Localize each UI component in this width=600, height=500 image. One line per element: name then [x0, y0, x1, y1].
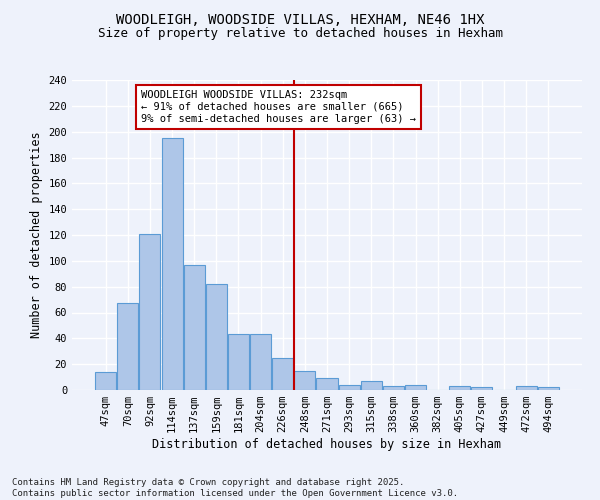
Bar	[383, 386, 404, 390]
Bar	[228, 334, 249, 390]
Bar	[316, 378, 338, 390]
Bar	[95, 372, 116, 390]
Bar	[538, 388, 559, 390]
Bar	[515, 386, 536, 390]
Bar	[161, 138, 182, 390]
Bar	[405, 385, 426, 390]
Bar	[272, 358, 293, 390]
Text: Size of property relative to detached houses in Hexham: Size of property relative to detached ho…	[97, 28, 503, 40]
Bar	[295, 370, 316, 390]
X-axis label: Distribution of detached houses by size in Hexham: Distribution of detached houses by size …	[152, 438, 502, 451]
Bar	[338, 385, 359, 390]
Bar	[206, 284, 227, 390]
Bar	[361, 381, 382, 390]
Text: WOODLEIGH, WOODSIDE VILLAS, HEXHAM, NE46 1HX: WOODLEIGH, WOODSIDE VILLAS, HEXHAM, NE46…	[116, 12, 484, 26]
Bar	[139, 234, 160, 390]
Bar	[472, 388, 493, 390]
Bar	[118, 304, 139, 390]
Y-axis label: Number of detached properties: Number of detached properties	[30, 132, 43, 338]
Bar	[184, 264, 205, 390]
Text: Contains HM Land Registry data © Crown copyright and database right 2025.
Contai: Contains HM Land Registry data © Crown c…	[12, 478, 458, 498]
Bar	[449, 386, 470, 390]
Bar	[250, 334, 271, 390]
Text: WOODLEIGH WOODSIDE VILLAS: 232sqm
← 91% of detached houses are smaller (665)
9% : WOODLEIGH WOODSIDE VILLAS: 232sqm ← 91% …	[141, 90, 416, 124]
